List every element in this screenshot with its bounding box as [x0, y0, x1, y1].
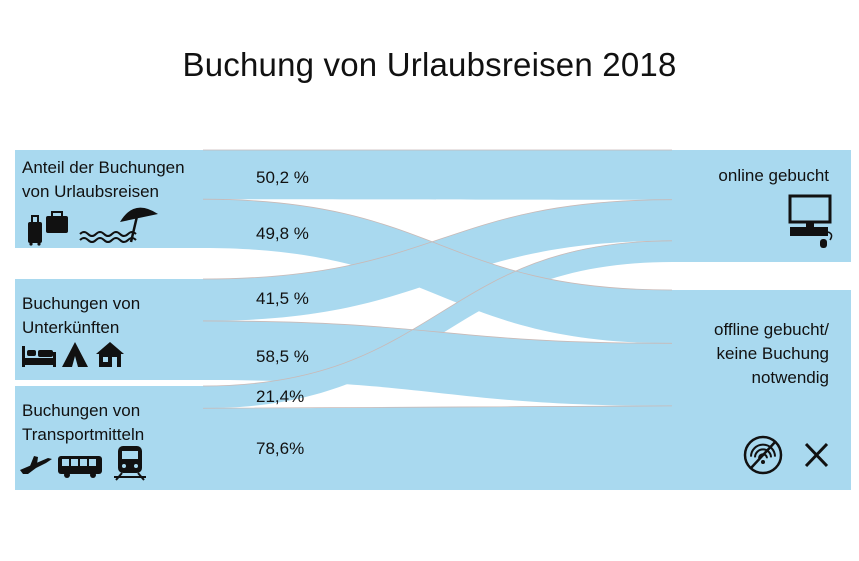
- icons: [20, 194, 833, 481]
- tent-body: [62, 342, 88, 367]
- flow-band-transport-online: [203, 240, 672, 409]
- cross-stroke: [804, 442, 829, 468]
- bus-icon: [58, 456, 102, 478]
- chart-title: Buchung von Urlaubsreisen 2018: [182, 46, 677, 83]
- train-icon: [114, 446, 146, 481]
- node-label-line: Anteil der Buchungen: [22, 158, 185, 177]
- node-label-urlaub: Anteil der Buchungen von Urlaubsreisen: [22, 156, 185, 204]
- flow-label-unterkunft-online: 41,5 %: [256, 289, 309, 308]
- node-label-line: online gebucht: [718, 166, 829, 185]
- computer-keyboard: [790, 227, 828, 236]
- node-label-line: Buchungen von: [22, 401, 141, 420]
- airplane-icon: [20, 456, 52, 474]
- flow-seam-transport-online: [202, 240, 673, 387]
- waves-icon: [79, 231, 137, 243]
- no-wifi-slash: [750, 440, 777, 469]
- train-body: [118, 446, 142, 473]
- flow-label-transport-online: 21,4%: [256, 387, 305, 406]
- flow-label-urlaub-offline: 49,8 %: [256, 224, 309, 243]
- flow-seams: [202, 149, 673, 409]
- flow-label-unterkunft-offline: 58,5 %: [256, 347, 309, 366]
- wave-line: [79, 237, 137, 243]
- train-leg: [137, 472, 145, 481]
- umbrella-canopy: [120, 207, 158, 222]
- house-roof: [96, 342, 124, 354]
- wifi-dot: [761, 460, 765, 464]
- train-window: [122, 451, 138, 459]
- tent-door: [72, 356, 78, 367]
- computer-icon: [788, 194, 833, 248]
- bus-wheel: [90, 472, 96, 478]
- wave-line: [79, 231, 137, 237]
- flow-seam-unterkunft-offline: [202, 320, 673, 344]
- suitcase-wheel: [37, 242, 41, 246]
- node-label-unterkunft: Buchungen von Unterkünften: [22, 292, 140, 340]
- node-label-line: Unterkünften: [22, 318, 120, 337]
- bed-foot: [53, 352, 56, 367]
- node-label-line: von Urlaubsreisen: [22, 182, 160, 201]
- bus-window: [71, 459, 78, 466]
- plane-wing: [30, 456, 38, 466]
- computer-stand: [806, 222, 814, 227]
- no-wifi-icon: [743, 435, 783, 475]
- computer-mouse: [820, 239, 827, 248]
- house-door: [112, 357, 117, 367]
- node-label-line: offline gebucht/: [714, 320, 829, 339]
- flow-band-unterkunft-offline: [203, 320, 672, 406]
- bed-pillow: [27, 350, 36, 356]
- house-icon: [96, 342, 124, 367]
- node-label-online: online gebucht: [718, 164, 829, 188]
- luggage-handle: [51, 211, 63, 218]
- node-backgrounds: [15, 150, 851, 490]
- luggage-icon: [46, 211, 68, 233]
- train-light: [122, 464, 126, 468]
- flow-label-transport-offline: 78,6%: [256, 439, 305, 458]
- wifi-arc: [754, 448, 772, 458]
- bed-frame: [22, 358, 56, 365]
- no-wifi-ring: [743, 435, 783, 475]
- flow-band-transport-offline: [203, 405, 672, 490]
- node-label-transport: Buchungen von Transportmitteln: [22, 399, 144, 447]
- node-label-line: notwendig: [751, 368, 829, 387]
- node-label-line: keine Buchung: [716, 344, 829, 363]
- flow-bands: [203, 150, 672, 490]
- tent-icon: [62, 342, 88, 367]
- node-label-line: Buchungen von: [22, 294, 141, 313]
- bus-window: [62, 459, 69, 466]
- cross-icon: [804, 442, 829, 468]
- train-leg: [115, 472, 123, 481]
- bed-head: [22, 346, 25, 367]
- luggage-body: [46, 216, 68, 233]
- plane-body: [20, 458, 52, 474]
- flow-label-urlaub-online: 50,2 %: [256, 168, 309, 187]
- bus-wheel: [64, 472, 70, 478]
- suitcase-wheel: [29, 242, 33, 246]
- house-window: [103, 357, 108, 362]
- train-light: [134, 464, 138, 468]
- mouse-cable: [827, 231, 833, 241]
- beach-umbrella-icon: [120, 207, 158, 243]
- umbrella-pole: [129, 211, 140, 243]
- suitcase-body: [28, 222, 42, 243]
- bed-blanket: [38, 350, 53, 357]
- bus-window: [89, 459, 96, 466]
- flow-seam-unterkunft-online: [202, 199, 673, 280]
- node-transport: [15, 386, 205, 490]
- flow-band-urlaub-online: [203, 150, 672, 200]
- flow-seam-transport-offline: [202, 405, 673, 409]
- wifi-arc: [750, 443, 776, 457]
- flow-seam-urlaub-offline: [202, 198, 673, 291]
- flow-band-unterkunft-online: [203, 199, 672, 321]
- house-walls: [99, 353, 121, 367]
- bus-window: [80, 459, 87, 466]
- suitcase-handle: [31, 215, 39, 224]
- bed-icon: [22, 346, 56, 367]
- node-label-line: Transportmitteln: [22, 425, 145, 444]
- node-label-offline: offline gebucht/ keine Buchung notwendig: [714, 318, 829, 390]
- suitcase-icon: [28, 215, 42, 246]
